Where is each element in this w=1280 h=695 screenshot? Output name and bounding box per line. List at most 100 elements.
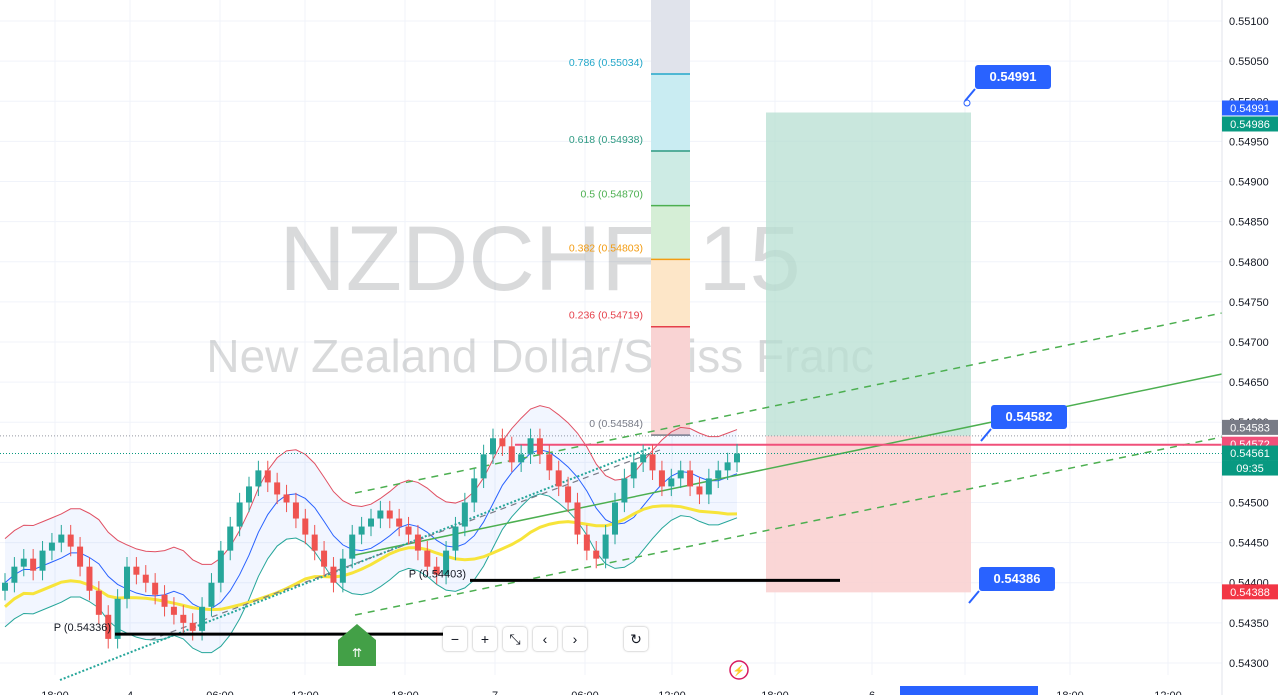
candle-body[interactable] bbox=[142, 574, 149, 583]
candle-body[interactable] bbox=[715, 470, 722, 479]
loss-zone[interactable] bbox=[766, 435, 971, 593]
candle-body[interactable] bbox=[658, 470, 665, 487]
candle-body[interactable] bbox=[490, 438, 496, 455]
candle-body[interactable] bbox=[180, 614, 187, 623]
candle-body[interactable] bbox=[292, 502, 299, 519]
price-tick-label: 0.54450 bbox=[1229, 538, 1269, 550]
candle-body[interactable] bbox=[283, 494, 290, 503]
candle-body[interactable] bbox=[170, 606, 177, 615]
callout-box[interactable] bbox=[975, 65, 1051, 89]
candle-body[interactable] bbox=[705, 478, 712, 495]
candle-body[interactable] bbox=[236, 502, 243, 527]
channel-upper bbox=[354, 312, 1223, 494]
candle-body[interactable] bbox=[574, 502, 581, 535]
candle-body[interactable] bbox=[349, 534, 356, 559]
candle-body[interactable] bbox=[255, 470, 262, 487]
candle-body[interactable] bbox=[30, 558, 37, 571]
candle-body[interactable] bbox=[527, 438, 534, 455]
candle-body[interactable] bbox=[555, 470, 562, 487]
candle-body[interactable] bbox=[246, 486, 252, 503]
replay-icon[interactable]: ⚡ bbox=[729, 660, 749, 680]
candle-body[interactable] bbox=[583, 534, 590, 551]
reset-scale-button[interactable]: ⤡ bbox=[503, 627, 527, 651]
candle-body[interactable] bbox=[734, 453, 740, 463]
candle-body[interactable] bbox=[208, 582, 215, 607]
candle-body[interactable] bbox=[274, 482, 281, 495]
price-label: 0.54991 bbox=[1230, 103, 1270, 115]
candle-body[interactable] bbox=[461, 502, 468, 527]
candle-body[interactable] bbox=[77, 546, 84, 567]
candle-body[interactable] bbox=[95, 590, 102, 615]
candle-body[interactable] bbox=[48, 542, 55, 551]
candle-body[interactable] bbox=[602, 534, 609, 559]
candle-body[interactable] bbox=[227, 526, 234, 551]
candle-body[interactable] bbox=[133, 566, 140, 575]
candle-body[interactable] bbox=[67, 534, 74, 547]
candle-body[interactable] bbox=[480, 454, 487, 479]
candle-body[interactable] bbox=[536, 438, 543, 455]
candle-body[interactable] bbox=[593, 550, 600, 559]
candle-body[interactable] bbox=[2, 582, 8, 591]
candle-body[interactable] bbox=[443, 550, 450, 575]
callout-box[interactable] bbox=[979, 567, 1055, 591]
candle-body[interactable] bbox=[161, 594, 168, 607]
price-label: 0.54986 bbox=[1230, 119, 1270, 131]
callout-box[interactable] bbox=[991, 405, 1067, 429]
scroll-left-button[interactable]: ‹ bbox=[533, 627, 557, 651]
zoom-in-button[interactable]: + bbox=[473, 627, 497, 651]
trend-channel bbox=[0, 312, 1223, 681]
candle-body[interactable] bbox=[377, 510, 384, 519]
candle-body[interactable] bbox=[58, 534, 65, 543]
candle-body[interactable] bbox=[114, 598, 121, 639]
candle-body[interactable] bbox=[640, 454, 647, 463]
candle-body[interactable] bbox=[105, 614, 112, 639]
candle-body[interactable] bbox=[687, 470, 694, 487]
candle-body[interactable] bbox=[452, 526, 459, 551]
candle-body[interactable] bbox=[368, 518, 374, 527]
candle-body[interactable] bbox=[302, 518, 309, 535]
candle-body[interactable] bbox=[39, 550, 46, 571]
candle-body[interactable] bbox=[152, 582, 159, 595]
candle-body[interactable] bbox=[339, 558, 346, 583]
candle-body[interactable] bbox=[518, 454, 525, 463]
candle-body[interactable] bbox=[86, 566, 93, 591]
candle-body[interactable] bbox=[358, 526, 365, 535]
candle-body[interactable] bbox=[330, 566, 337, 583]
candle-body[interactable] bbox=[405, 526, 412, 535]
candle-body[interactable] bbox=[630, 462, 637, 479]
candle-body[interactable] bbox=[311, 534, 318, 551]
candle-body[interactable] bbox=[396, 518, 403, 527]
fib-zone bbox=[651, 73, 690, 152]
candle-body[interactable] bbox=[499, 438, 506, 447]
reset-chart-button[interactable]: ↻ bbox=[624, 627, 648, 651]
candle-body[interactable] bbox=[321, 550, 328, 567]
candle-body[interactable] bbox=[11, 566, 18, 583]
candle-body[interactable] bbox=[508, 446, 515, 463]
watermark-description: New Zealand Dollar/Swiss Franc bbox=[206, 330, 873, 382]
candle-body[interactable] bbox=[199, 606, 206, 631]
candle-body[interactable] bbox=[677, 470, 684, 479]
candle-body[interactable] bbox=[546, 454, 553, 471]
candle-body[interactable] bbox=[433, 566, 440, 575]
candle-body[interactable] bbox=[649, 454, 656, 471]
candle-body[interactable] bbox=[189, 622, 196, 631]
time-tick-label: 12:00 bbox=[291, 690, 319, 695]
candle-body[interactable] bbox=[612, 502, 618, 535]
zoom-out-button[interactable]: − bbox=[443, 627, 467, 651]
candle-body[interactable] bbox=[424, 550, 431, 567]
candle-body[interactable] bbox=[565, 486, 572, 503]
candle-body[interactable] bbox=[471, 478, 478, 503]
candle-body[interactable] bbox=[724, 462, 731, 471]
candle-body[interactable] bbox=[124, 566, 130, 599]
candle-body[interactable] bbox=[217, 550, 224, 583]
profit-zone[interactable] bbox=[766, 112, 971, 436]
candle-body[interactable] bbox=[668, 478, 675, 487]
candle-body[interactable] bbox=[414, 534, 421, 551]
candle-body[interactable] bbox=[264, 470, 271, 483]
candle-body[interactable] bbox=[696, 486, 703, 495]
candle-body[interactable] bbox=[20, 558, 27, 567]
candle-body[interactable] bbox=[621, 478, 628, 503]
candle-body[interactable] bbox=[386, 510, 393, 519]
scroll-right-button[interactable]: › bbox=[563, 627, 587, 651]
